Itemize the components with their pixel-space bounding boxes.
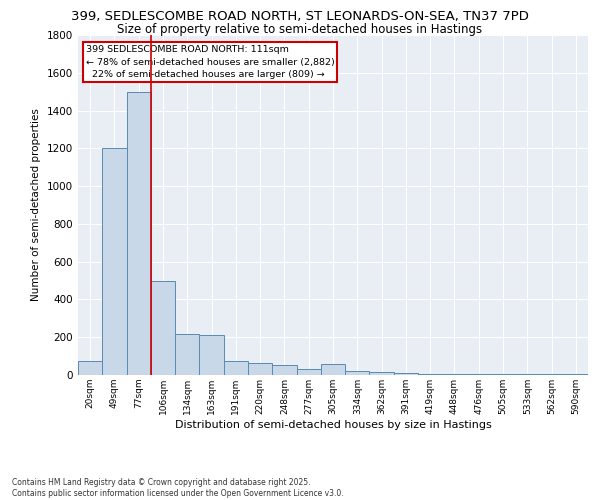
Bar [394,373,418,375]
Text: Size of property relative to semi-detached houses in Hastings: Size of property relative to semi-detach… [118,22,482,36]
X-axis label: Distribution of semi-detached houses by size in Hastings: Distribution of semi-detached houses by … [175,420,491,430]
Text: 399, SEDLESCOMBE ROAD NORTH, ST LEONARDS-ON-SEA, TN37 7PD: 399, SEDLESCOMBE ROAD NORTH, ST LEONARDS… [71,10,529,23]
Bar [224,361,248,375]
Bar [127,92,151,375]
Bar [515,374,539,375]
Bar [345,371,370,375]
Bar [175,334,199,375]
Bar [296,370,321,375]
Bar [539,374,564,375]
Y-axis label: Number of semi-detached properties: Number of semi-detached properties [31,108,41,302]
Bar [102,148,127,375]
Bar [442,374,467,375]
Bar [272,364,296,375]
Bar [78,361,102,375]
Bar [370,372,394,375]
Bar [564,374,588,375]
Bar [491,374,515,375]
Bar [467,374,491,375]
Bar [418,374,442,375]
Bar [248,362,272,375]
Bar [199,336,224,375]
Text: 399 SEDLESCOMBE ROAD NORTH: 111sqm
← 78% of semi-detached houses are smaller (2,: 399 SEDLESCOMBE ROAD NORTH: 111sqm ← 78%… [86,45,334,79]
Bar [321,364,345,375]
Bar [151,280,175,375]
Text: Contains HM Land Registry data © Crown copyright and database right 2025.
Contai: Contains HM Land Registry data © Crown c… [12,478,344,498]
